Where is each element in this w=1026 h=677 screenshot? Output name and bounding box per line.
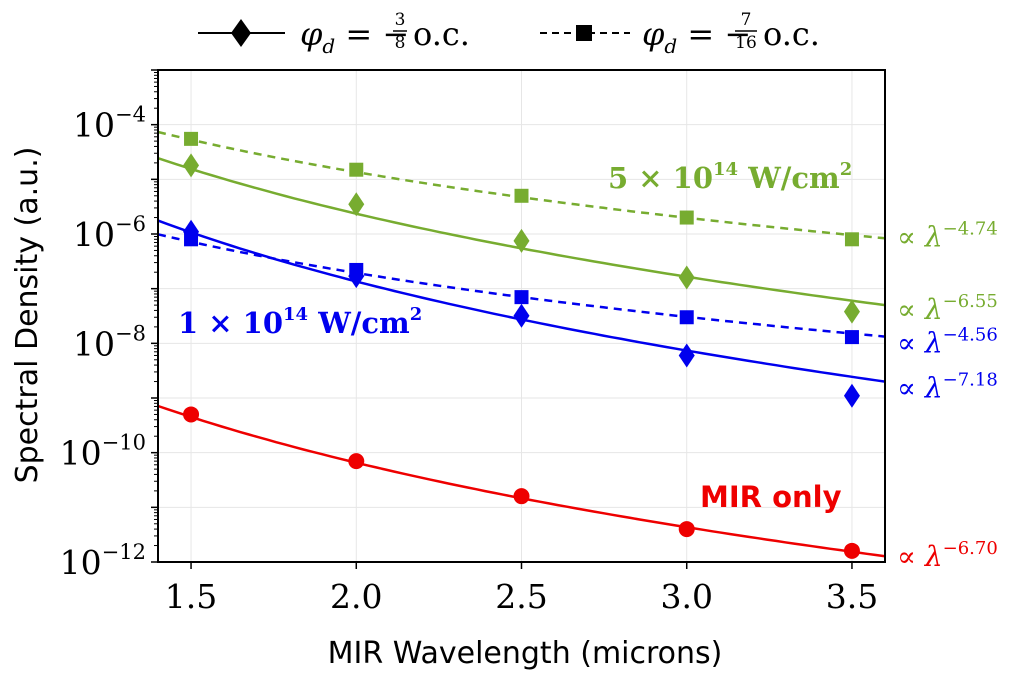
data-point-diamond — [843, 383, 860, 408]
legend-entry-dashed: φd = − 7 16 o.c. — [540, 10, 820, 58]
legend-label-dashed: φd = − — [642, 15, 751, 58]
data-point-diamond — [183, 219, 200, 244]
data-point-diamond — [843, 299, 860, 324]
data-point-square — [844, 232, 859, 247]
data-point-circle — [843, 542, 860, 559]
data-point-diamond — [348, 192, 365, 217]
data-point-square — [679, 310, 694, 325]
fit-exponent-label: ∝ λ−4.74 — [897, 218, 998, 253]
data-point-circle — [678, 521, 695, 538]
data-point-diamond — [513, 303, 530, 328]
y-tick-label: 10−6 — [73, 212, 146, 254]
legend-frac-num-solid: 3 — [395, 10, 406, 30]
legend-frac-num-dashed: 7 — [741, 10, 752, 30]
x-axis-label: MIR Wavelength (microns) — [328, 636, 723, 671]
legend-marker-square — [576, 25, 592, 41]
y-tick-label: 10−12 — [60, 540, 146, 582]
legend-entry-solid: φd = − 3 8 o.c. — [198, 10, 470, 58]
annotation-intensity-5e14: 5 × 1014 W/cm2 — [608, 159, 852, 195]
x-tick-label: 3.0 — [660, 577, 712, 616]
x-tick-label: 2.0 — [330, 577, 382, 616]
data-markers — [183, 131, 860, 559]
legend-frac-den-solid: 8 — [395, 33, 406, 53]
legend-unit-dashed: o.c. — [763, 15, 820, 53]
x-tick-label: 1.5 — [165, 577, 217, 616]
x-tick-label: 2.5 — [495, 577, 547, 616]
y-tick-label: 10−10 — [60, 431, 146, 473]
legend: φd = − 3 8 o.c. φd = − 7 16 o.c. — [198, 10, 820, 58]
data-point-square — [679, 210, 694, 225]
legend-label-solid: φd = − — [300, 15, 409, 58]
data-point-circle — [348, 453, 365, 470]
fit-exponent-label: ∝ λ−6.70 — [897, 538, 998, 573]
legend-frac-den-dashed: 16 — [735, 33, 757, 53]
fit-exponent-label: ∝ λ−7.18 — [897, 370, 998, 405]
data-point-diamond — [678, 343, 695, 368]
data-point-diamond — [678, 265, 695, 290]
legend-unit-solid: o.c. — [413, 15, 470, 53]
axis-ticks: 1.5 2.0 2.5 3.0 3.5 10−4 10−6 10−8 10−10 10−12 — [60, 69, 878, 616]
y-tick-label: 10−4 — [73, 103, 146, 145]
annotation-mir-only: MIR only — [700, 480, 842, 514]
data-point-diamond — [348, 264, 365, 289]
data-point-square — [184, 131, 199, 146]
data-point-square — [514, 290, 529, 305]
x-tick-label: 3.5 — [826, 577, 878, 616]
data-point-circle — [183, 406, 200, 423]
data-point-square — [349, 162, 364, 177]
fit-exponent-label: ∝ λ−6.55 — [897, 291, 998, 326]
data-point-square — [844, 330, 859, 345]
y-tick-label: 10−8 — [73, 321, 146, 363]
data-point-square — [514, 188, 529, 203]
fit-exponent-label: ∝ λ−4.56 — [897, 325, 998, 360]
data-point-circle — [513, 488, 530, 505]
data-point-diamond — [513, 228, 530, 253]
legend-marker-diamond — [231, 19, 251, 47]
annotation-intensity-1e14: 1 × 1014 W/cm2 — [178, 304, 422, 340]
data-point-diamond — [183, 153, 200, 178]
fit-exponent-labels: ∝ λ−4.74 ∝ λ−6.55∝ λ−4.56 ∝ λ−7.18 ∝ λ−6.70 — [897, 218, 998, 573]
y-axis-label: Spectral Density (a.u.) — [10, 147, 45, 484]
